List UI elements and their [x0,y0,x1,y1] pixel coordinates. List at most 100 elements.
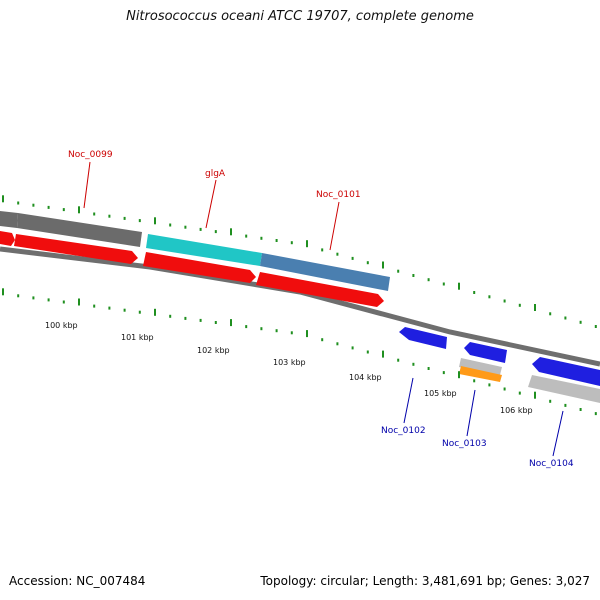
leader-noc-0101 [329,201,340,251]
gene-noc-0099[interactable] [17,213,142,247]
leader-noc-0103 [466,389,476,437]
minor-tick [321,248,324,252]
major-tick [154,308,156,316]
minor-tick [351,346,354,350]
major-tick [78,298,80,306]
major-tick [382,261,384,269]
major-tick [458,282,460,290]
cds-arrow-4[interactable] [256,272,384,307]
major-tick [534,304,536,311]
minor-tick [549,399,552,403]
minor-tick [214,321,217,324]
minor-tick [245,325,248,329]
minor-tick [366,350,369,354]
label-noc-0104[interactable]: Noc_0104 [529,459,574,469]
cds-arrow-3[interactable] [143,252,256,283]
major-tick [230,319,232,327]
minor-tick [397,269,400,273]
minor-tick [260,236,263,240]
gene-noc-0104[interactable] [532,357,600,386]
minor-tick [138,219,141,223]
gene-noc-0103[interactable] [464,342,507,363]
minor-tick [32,296,35,300]
minor-tick [488,383,491,387]
major-tick [306,240,308,248]
scale-label-101: 101 kbp [121,333,154,342]
minor-tick [503,299,506,303]
major-tick [534,391,536,399]
tick-row-top [2,195,597,328]
minor-tick [412,274,415,277]
minor-tick [169,314,172,318]
scale-label-102: 102 kbp [197,346,230,355]
minor-tick [260,327,263,331]
label-noc-0103[interactable]: Noc_0103 [442,439,487,449]
minor-tick [290,331,293,335]
cds-arrow-2[interactable] [14,234,138,264]
major-tick [458,371,460,379]
label-noc-0101[interactable]: Noc_0101 [316,190,361,200]
minor-tick [245,234,248,238]
minor-tick [366,261,369,265]
gene-noc-0102[interactable] [399,327,447,349]
minor-tick [47,205,50,209]
minor-tick [17,201,20,205]
minor-tick [412,362,415,366]
gene-noc-0098-gray[interactable] [0,211,18,228]
gene-noc-0101[interactable] [260,253,390,291]
minor-tick [594,412,597,416]
label-noc-0099[interactable]: Noc_0099 [68,150,113,160]
minor-tick [473,291,476,294]
minor-tick [579,320,582,324]
minor-tick [427,278,430,282]
minor-tick [321,338,324,342]
minor-tick [62,300,65,304]
accession-text: Accession: NC_007484 [9,574,146,588]
minor-tick [47,298,50,302]
tick-row-bottom [2,288,597,416]
leader-noc-0102 [403,377,414,424]
gene-noc-0103-gray[interactable] [459,358,502,375]
minor-tick [17,294,20,298]
minor-tick [336,342,339,346]
minor-tick [518,391,521,395]
minor-tick [108,214,111,218]
minor-tick [169,223,172,227]
scale-label-105: 105 kbp [424,389,457,398]
major-tick [78,206,80,214]
minor-tick [473,379,476,383]
minor-tick [336,252,339,256]
minor-tick [93,212,96,216]
label-noc-0102[interactable]: Noc_0102 [381,426,426,436]
cds-arrow-1[interactable] [0,231,15,246]
gene-noc-0104-gray[interactable] [528,375,600,403]
gene-glga[interactable] [146,234,262,266]
minor-tick [93,304,96,308]
minor-tick [184,225,187,229]
minor-tick [275,329,278,333]
minor-tick [427,367,430,370]
minor-tick [594,325,597,328]
major-tick [154,217,156,225]
minor-tick [214,230,217,234]
map-title: Nitrosococcus oceani ATCC 19707, complet… [126,9,474,24]
minor-tick [549,312,552,316]
major-tick [2,195,4,203]
minor-tick [138,310,141,314]
leader-noc-0099 [83,161,91,209]
topology-text: Topology: circular; Length: 3,481,691 bp… [260,574,590,588]
label-glga[interactable]: glgA [205,169,226,179]
major-tick [230,228,232,236]
major-tick [2,288,4,296]
scale-label-104: 104 kbp [349,373,382,382]
minor-tick [199,227,202,231]
minor-tick [564,403,567,407]
minor-tick [397,358,400,362]
minor-tick [351,256,354,260]
scale-label-100: 100 kbp [45,321,78,330]
minor-tick [579,408,582,411]
minor-tick [32,203,35,207]
gene-noc-0103-orange[interactable] [459,366,502,382]
leader-glga [205,179,217,229]
